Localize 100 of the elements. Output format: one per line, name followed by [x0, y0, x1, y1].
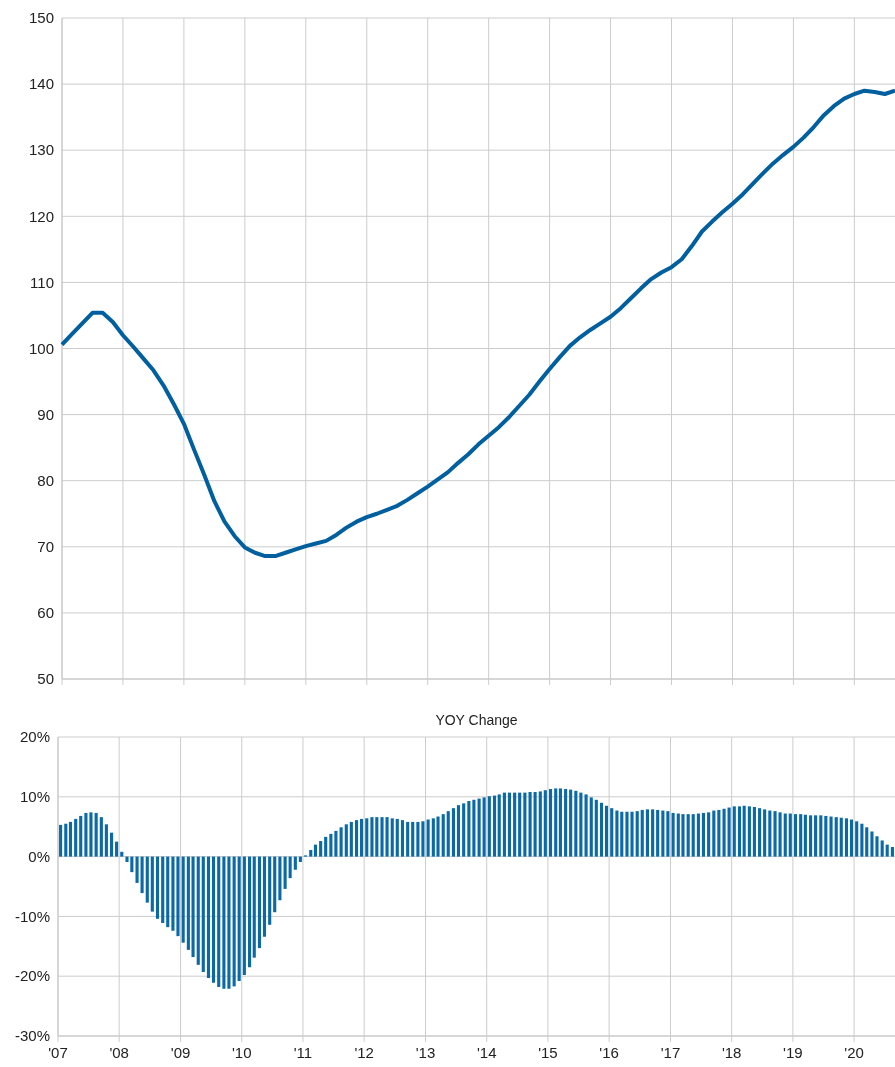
y-tick-label: 100: [28, 339, 54, 357]
bar: [548, 789, 553, 857]
bar: [732, 806, 736, 857]
bar: [635, 811, 639, 857]
bar: [227, 856, 231, 989]
x-tick-label: '17: [660, 1044, 681, 1061]
bar: [462, 803, 466, 857]
bar: [564, 789, 568, 857]
y-tick-label: 10%: [19, 788, 50, 806]
bar: [885, 844, 889, 857]
bar: [349, 821, 353, 857]
bar: [793, 814, 798, 857]
bar: [441, 814, 445, 857]
y-tick-label: 70: [37, 538, 54, 556]
x-tick-label: '20: [844, 1044, 864, 1061]
bar: [640, 809, 644, 857]
bar: [788, 813, 792, 857]
bar: [472, 799, 476, 857]
bar: [768, 810, 772, 857]
bar: [411, 821, 415, 857]
bar: [421, 821, 425, 857]
bar: [865, 827, 869, 857]
y-tick-label: 110: [30, 273, 54, 291]
bar: [59, 824, 63, 857]
bar: [712, 810, 716, 857]
bar: [681, 814, 685, 857]
bar: [666, 811, 670, 857]
y-tick-label: 140: [28, 75, 54, 93]
bar: [574, 790, 578, 857]
x-tick-label: '16: [599, 1044, 619, 1061]
y-tick-label: -30%: [14, 1027, 50, 1045]
bar: [799, 814, 803, 857]
bar: [773, 811, 777, 857]
bar: [360, 818, 364, 857]
bar: [222, 856, 226, 989]
bar: [451, 808, 455, 857]
bar: [456, 805, 461, 857]
bar: [416, 821, 420, 857]
bar: [691, 814, 695, 857]
bar: [829, 816, 833, 857]
line-series: [60, 88, 895, 559]
bar: [79, 815, 83, 857]
bar: [778, 812, 782, 857]
x-tick-label: '08: [109, 1044, 129, 1061]
x-tick-label: '12: [354, 1044, 374, 1061]
bar: [155, 856, 160, 919]
bar: [487, 796, 491, 857]
bar: [579, 792, 583, 857]
bar: [533, 792, 537, 857]
bar: [181, 856, 185, 943]
bar: [814, 815, 818, 857]
bar: [395, 818, 399, 857]
bar: [201, 856, 205, 973]
bar: [824, 815, 828, 857]
bar: [176, 856, 180, 937]
bar: [252, 856, 256, 958]
bar: [232, 856, 236, 987]
bar: [834, 817, 838, 857]
bar: [120, 851, 124, 857]
bar: [518, 792, 522, 857]
x-tick-label: '13: [415, 1044, 436, 1061]
bar: [278, 856, 282, 901]
bar: [523, 792, 527, 857]
y-tick-label: 120: [28, 207, 54, 225]
bar: [737, 806, 742, 857]
bar: [89, 812, 93, 857]
bar: [752, 806, 756, 857]
bar: [707, 812, 711, 857]
bar: [661, 810, 665, 857]
bar: [599, 802, 604, 857]
bar: [273, 856, 277, 913]
bar: [467, 800, 471, 857]
bar: [161, 856, 165, 923]
x-tick-label: '11: [293, 1044, 313, 1061]
bar: [166, 856, 170, 928]
bar: [839, 817, 843, 857]
bar: [589, 797, 593, 857]
bar: [309, 850, 313, 857]
x-tick-label: '09: [170, 1044, 191, 1061]
x-tick-label: '10: [231, 1044, 252, 1061]
bar: [610, 808, 614, 857]
bar: [191, 856, 195, 958]
bar: [507, 792, 512, 857]
bar: [329, 833, 333, 857]
bar: [758, 808, 762, 857]
bar: [722, 808, 726, 857]
bar: [135, 856, 139, 883]
bar: [84, 812, 88, 857]
x-tick-label: '07: [48, 1044, 68, 1061]
bar: [390, 818, 394, 857]
bar: [140, 856, 144, 894]
bar: [497, 794, 501, 857]
bar: [171, 856, 175, 931]
x-tick-label: '15: [538, 1044, 558, 1061]
y-tick-label: 150: [28, 9, 54, 27]
bar: [880, 840, 884, 857]
bar: [482, 797, 486, 857]
bar: [584, 794, 588, 857]
bar: [554, 788, 558, 857]
bar: [502, 792, 506, 857]
